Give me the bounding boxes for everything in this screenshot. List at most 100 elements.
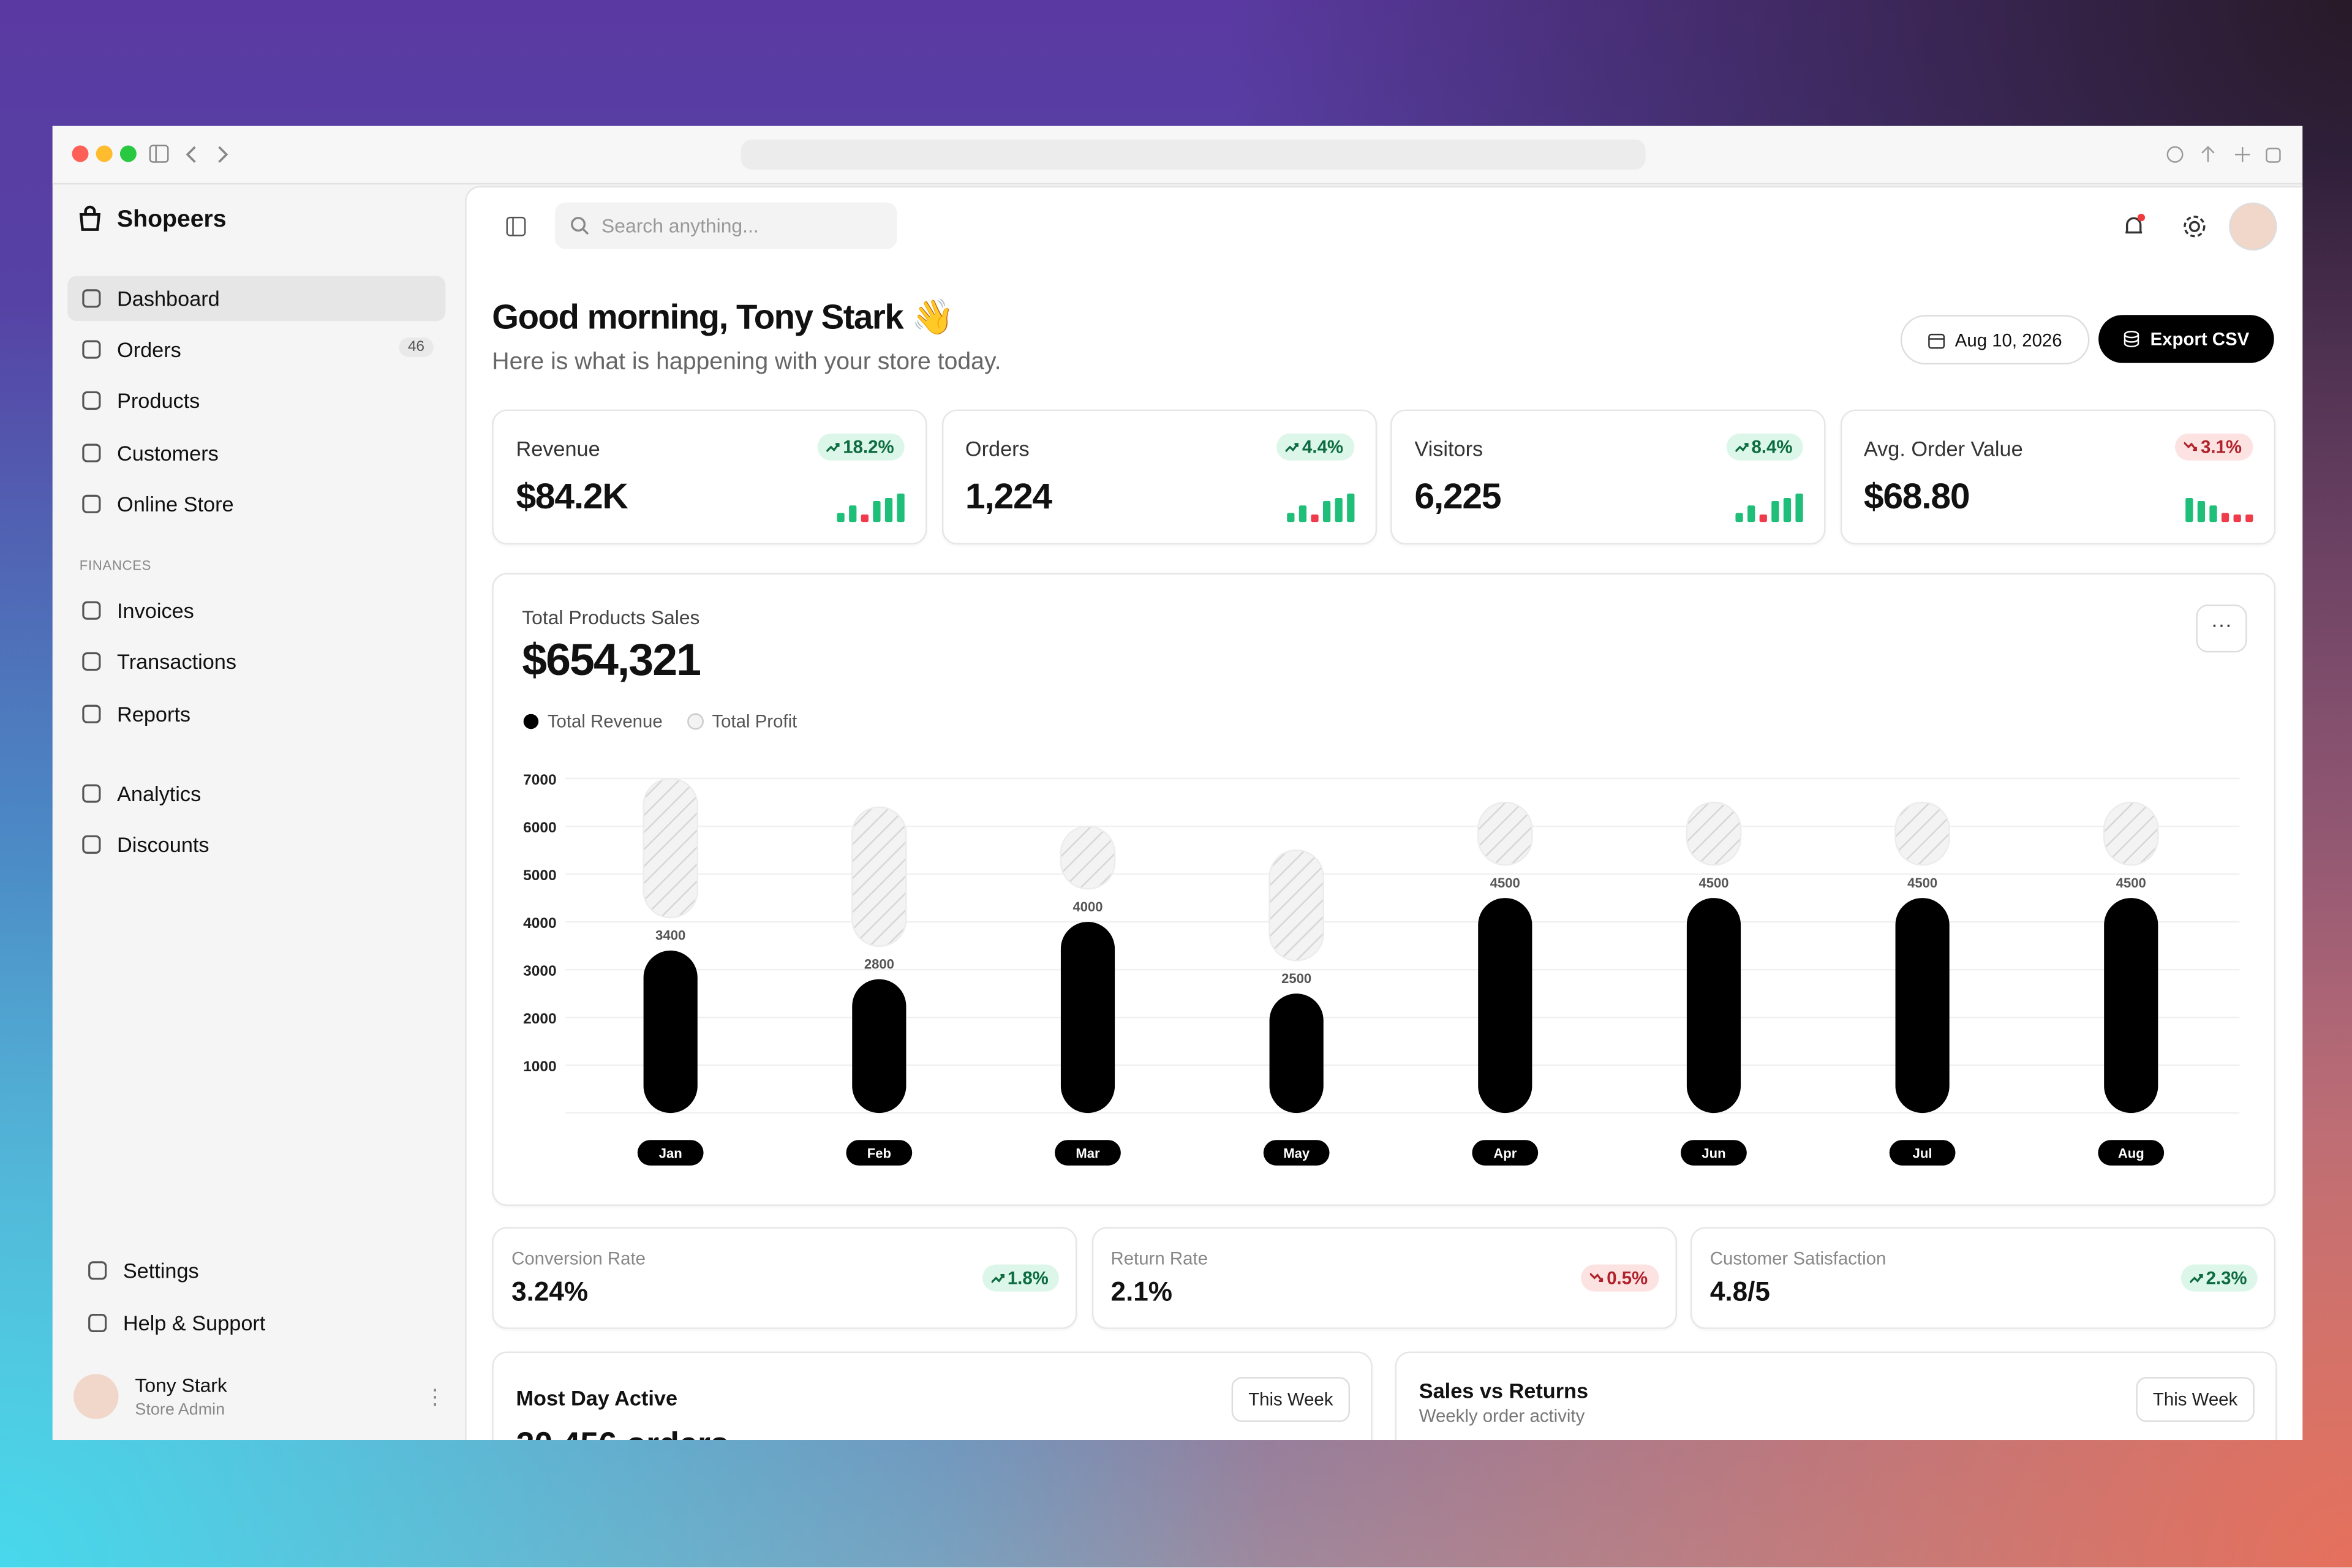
y-tick-label: 3000 <box>523 963 556 979</box>
panel-subtitle: 20,456 orders <box>516 1425 728 1440</box>
nav-item[interactable]: Analytics <box>67 771 445 816</box>
profit-bar <box>2103 801 2159 866</box>
nav-item[interactable]: Customers <box>67 431 445 475</box>
nav-item[interactable]: Reports <box>67 692 445 736</box>
nav-buttons[interactable] <box>148 144 238 165</box>
trend-arrow <box>2184 442 2198 451</box>
data-label: 4500 <box>1907 875 1937 891</box>
address-bar[interactable] <box>741 139 1646 170</box>
spark-bar <box>1759 514 1767 522</box>
y-tick-label: 2000 <box>523 1011 556 1027</box>
profile-avatar[interactable] <box>2229 202 2277 251</box>
nav-item[interactable]: Dashboard <box>67 276 446 322</box>
sparkline <box>837 492 905 522</box>
x-tick-label: Aug <box>2118 1146 2144 1161</box>
panel-card: Most Day Active 20,456 orders This Week <box>492 1351 1373 1441</box>
search-box[interactable]: Search anything... <box>555 202 897 249</box>
user-name: Tony Stark <box>135 1374 227 1397</box>
nav-item[interactable]: Orders 46 <box>67 327 445 372</box>
data-label: 3400 <box>655 928 685 943</box>
nav-icon <box>82 835 101 854</box>
nav-icon <box>82 391 101 410</box>
panel-card: Sales vs Returns Weekly order activity Thi… <box>1395 1351 2277 1441</box>
nav-item[interactable]: Invoices <box>67 588 445 633</box>
close-button[interactable] <box>72 145 89 162</box>
week-button[interactable]: This Week <box>1231 1377 1351 1422</box>
metric-label: Customer Satisfaction <box>1709 1248 1887 1269</box>
category-pill <box>1472 1140 1539 1166</box>
spark-bar <box>2244 514 2253 522</box>
change-badge: 2.3% <box>2180 1264 2258 1292</box>
nav-label: Products <box>117 388 200 413</box>
spark-bar <box>2209 505 2217 522</box>
nav-label: Invoices <box>117 598 194 623</box>
y-tick-label: 5000 <box>523 867 556 884</box>
stat-value: $84.2K <box>516 477 628 518</box>
toolbar-icons[interactable] <box>2165 144 2285 165</box>
spark-bar <box>1795 493 1803 522</box>
minimize-button[interactable] <box>96 145 113 162</box>
spark-bar <box>1310 514 1318 522</box>
spark-bar <box>2220 513 2228 522</box>
nav-item[interactable]: Products <box>67 378 445 423</box>
chart-total: $654,321 <box>522 636 701 686</box>
more-button[interactable]: ··· <box>2196 604 2247 653</box>
export-text: Export CSV <box>2150 328 2250 350</box>
greeting-title: Good morning, Tony Stark 👋 <box>492 296 954 336</box>
search-placeholder: Search anything... <box>601 214 759 237</box>
change-text: 0.5% <box>1607 1267 1648 1289</box>
category-pill <box>2098 1140 2165 1166</box>
header-icons[interactable] <box>2119 213 2224 240</box>
arrow-path <box>1286 443 1299 453</box>
nav-item[interactable]: Settings <box>74 1248 451 1293</box>
nav-label: Online Store <box>117 492 234 516</box>
revenue-bar <box>1686 898 1741 1114</box>
change-badge: 3.1% <box>2175 433 2253 461</box>
nav-item[interactable]: Online Store <box>67 481 445 526</box>
legend-label: Total Revenue <box>548 712 663 732</box>
calendar-icon <box>1928 333 1945 349</box>
nav-icon <box>82 494 101 513</box>
category-pill <box>637 1140 704 1166</box>
arrow-path <box>990 1274 1005 1284</box>
spark-bar <box>1771 500 1779 522</box>
zoom-button[interactable] <box>119 145 137 162</box>
y-tick-label: 6000 <box>523 820 556 836</box>
nav-label: Analytics <box>117 781 202 806</box>
revenue-bar <box>2104 898 2158 1114</box>
icon-shape <box>82 704 101 723</box>
trend-arrow <box>990 1274 1005 1284</box>
user-menu[interactable]: ⋮ <box>424 1384 446 1409</box>
y-tick-label: 1000 <box>523 1058 556 1075</box>
metric-card: Customer Satisfaction 4.8/5 2.3% <box>1691 1227 2276 1329</box>
spark-bar <box>2184 498 2193 522</box>
sidebar-toggle[interactable] <box>505 216 526 237</box>
export-button[interactable]: Export CSV <box>2098 315 2274 363</box>
change-badge: 18.2% <box>817 433 905 461</box>
category-pill <box>1263 1140 1330 1166</box>
nav-item[interactable]: Transactions <box>67 639 445 684</box>
category-pill <box>846 1140 913 1166</box>
date-text: Aug 10, 2026 <box>1954 329 2062 350</box>
arrow-path <box>826 443 840 453</box>
icon-shape <box>82 835 101 854</box>
week-button[interactable]: This Week <box>2136 1377 2255 1422</box>
spark-bar <box>837 513 845 522</box>
date-picker[interactable]: Aug 10, 2026 <box>1900 315 2090 365</box>
icon-shape <box>82 784 101 803</box>
nav-icon <box>82 704 101 723</box>
y-tick-label: 4000 <box>523 915 556 932</box>
trend-arrow <box>1286 443 1299 453</box>
change-text: 4.4% <box>1302 436 1344 458</box>
metric-card: Conversion Rate 3.24% 1.8% <box>492 1227 1077 1329</box>
revenue-bar <box>643 950 698 1114</box>
nav-label: Customers <box>117 441 219 466</box>
icon-shape <box>82 289 101 308</box>
nav-item[interactable]: Discounts <box>67 822 445 867</box>
icon-shape <box>82 391 101 410</box>
trend-arrow <box>826 443 840 453</box>
revenue-bar <box>1269 993 1324 1114</box>
spark-bar <box>1346 493 1354 522</box>
nav-item[interactable]: Help & Support <box>74 1300 451 1345</box>
